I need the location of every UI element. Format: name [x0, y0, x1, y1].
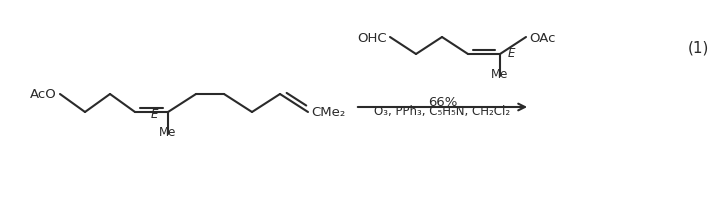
Text: CMe₂: CMe₂ — [311, 106, 345, 119]
Text: 66%: 66% — [428, 96, 457, 108]
Text: Me: Me — [160, 125, 177, 138]
Text: (1): (1) — [687, 40, 709, 55]
Text: E: E — [150, 107, 157, 120]
Text: E: E — [508, 47, 516, 60]
Text: OAc: OAc — [529, 31, 555, 44]
Text: AcO: AcO — [30, 88, 57, 101]
Text: OHC: OHC — [357, 31, 387, 44]
Text: O₃, PPh₃, C₅H₅N, CH₂Cl₂: O₃, PPh₃, C₅H₅N, CH₂Cl₂ — [375, 104, 510, 117]
Text: Me: Me — [491, 68, 509, 81]
